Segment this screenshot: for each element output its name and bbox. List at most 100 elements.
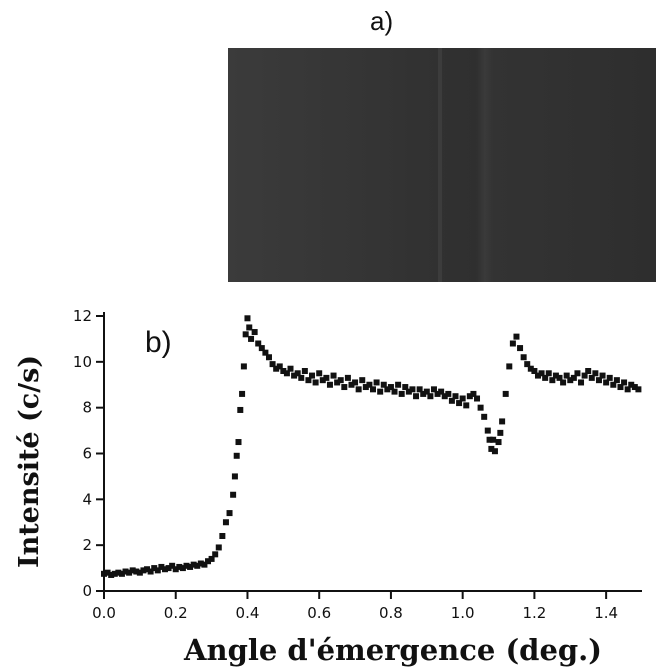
x-tick-label: 0.8 — [379, 604, 403, 622]
y-tick-label: 4 — [82, 490, 92, 508]
data-point — [183, 562, 190, 569]
data-point — [251, 329, 258, 336]
data-point — [434, 390, 441, 397]
data-point — [387, 384, 394, 391]
data-point — [323, 374, 330, 381]
data-point — [635, 386, 642, 393]
data-point — [384, 386, 391, 393]
x-tick-label: 0.2 — [164, 604, 188, 622]
y-tick-label: 8 — [82, 399, 92, 417]
data-point — [445, 390, 452, 397]
data-point — [258, 345, 265, 352]
data-point — [359, 377, 366, 384]
data-point — [154, 567, 161, 574]
data-point — [517, 345, 524, 352]
data-point — [179, 565, 186, 572]
data-point — [423, 388, 430, 395]
data-point — [438, 388, 445, 395]
data-point — [380, 381, 387, 388]
data-point — [165, 565, 172, 572]
data-point — [235, 439, 242, 446]
data-point — [133, 568, 140, 575]
data-point — [502, 390, 509, 397]
data-point — [240, 363, 247, 370]
data-point — [556, 374, 563, 381]
data-point — [603, 379, 610, 386]
data-point — [474, 395, 481, 402]
data-point — [108, 571, 115, 578]
data-point — [470, 390, 477, 397]
data-point — [118, 570, 125, 577]
data-point — [534, 372, 541, 379]
y-tick-label: 6 — [82, 445, 92, 463]
data-point — [208, 555, 215, 562]
data-point — [456, 400, 463, 407]
data-point — [585, 368, 592, 374]
data-point — [246, 324, 253, 331]
data-point — [190, 561, 197, 568]
data-point — [416, 386, 423, 393]
data-point — [237, 406, 244, 413]
data-point — [176, 563, 183, 570]
data-point — [409, 386, 416, 393]
data-point — [276, 363, 283, 370]
data-point — [391, 388, 398, 395]
data-point — [366, 381, 373, 388]
data-point — [362, 384, 369, 391]
data-point — [140, 567, 147, 574]
panel-b-label: b) — [145, 326, 172, 359]
data-point — [628, 381, 635, 388]
data-point — [624, 386, 631, 393]
data-point — [606, 374, 613, 381]
data-point — [309, 372, 316, 379]
data-point — [316, 370, 323, 377]
data-point — [486, 436, 493, 443]
x-tick-label: 1.0 — [451, 604, 475, 622]
data-point — [420, 390, 427, 397]
sample-image-panel-a — [228, 48, 656, 282]
chart-axes — [103, 312, 642, 592]
data-point — [549, 377, 556, 384]
x-tick-label: 0.6 — [307, 604, 331, 622]
data-point — [222, 519, 229, 526]
data-point — [574, 370, 581, 377]
data-point — [215, 544, 222, 551]
data-point — [617, 384, 624, 391]
data-point — [370, 386, 376, 393]
data-point — [491, 448, 498, 455]
data-point — [477, 404, 484, 411]
data-point — [301, 368, 308, 374]
x-tick-label: 1.4 — [594, 604, 618, 622]
data-point — [291, 372, 298, 379]
data-point — [497, 429, 504, 436]
x-tick-label: 1.2 — [522, 604, 546, 622]
data-point — [230, 491, 237, 498]
data-point — [531, 368, 538, 374]
data-point — [158, 563, 165, 570]
data-point — [201, 561, 208, 568]
data-point — [341, 384, 348, 391]
data-point — [355, 386, 362, 393]
data-point — [545, 370, 552, 377]
data-point — [621, 379, 628, 386]
data-point — [344, 374, 351, 381]
data-point — [560, 379, 567, 386]
data-point — [430, 386, 437, 393]
data-point — [466, 393, 473, 400]
data-point — [484, 427, 491, 434]
y-axis-title: Intensité (c/s) — [14, 355, 45, 568]
y-tick-label: 10 — [73, 353, 92, 371]
data-point — [239, 390, 246, 397]
image-seam — [437, 48, 442, 282]
data-point — [538, 370, 545, 377]
data-point — [563, 372, 570, 379]
data-point — [552, 372, 559, 379]
panel-a-label: a) — [370, 6, 394, 36]
data-point — [524, 361, 531, 368]
data-point — [631, 384, 638, 391]
data-point — [169, 562, 176, 569]
data-point — [147, 568, 154, 575]
x-tick-label: 0.0 — [92, 604, 116, 622]
data-point — [326, 381, 333, 388]
data-point — [377, 388, 384, 395]
